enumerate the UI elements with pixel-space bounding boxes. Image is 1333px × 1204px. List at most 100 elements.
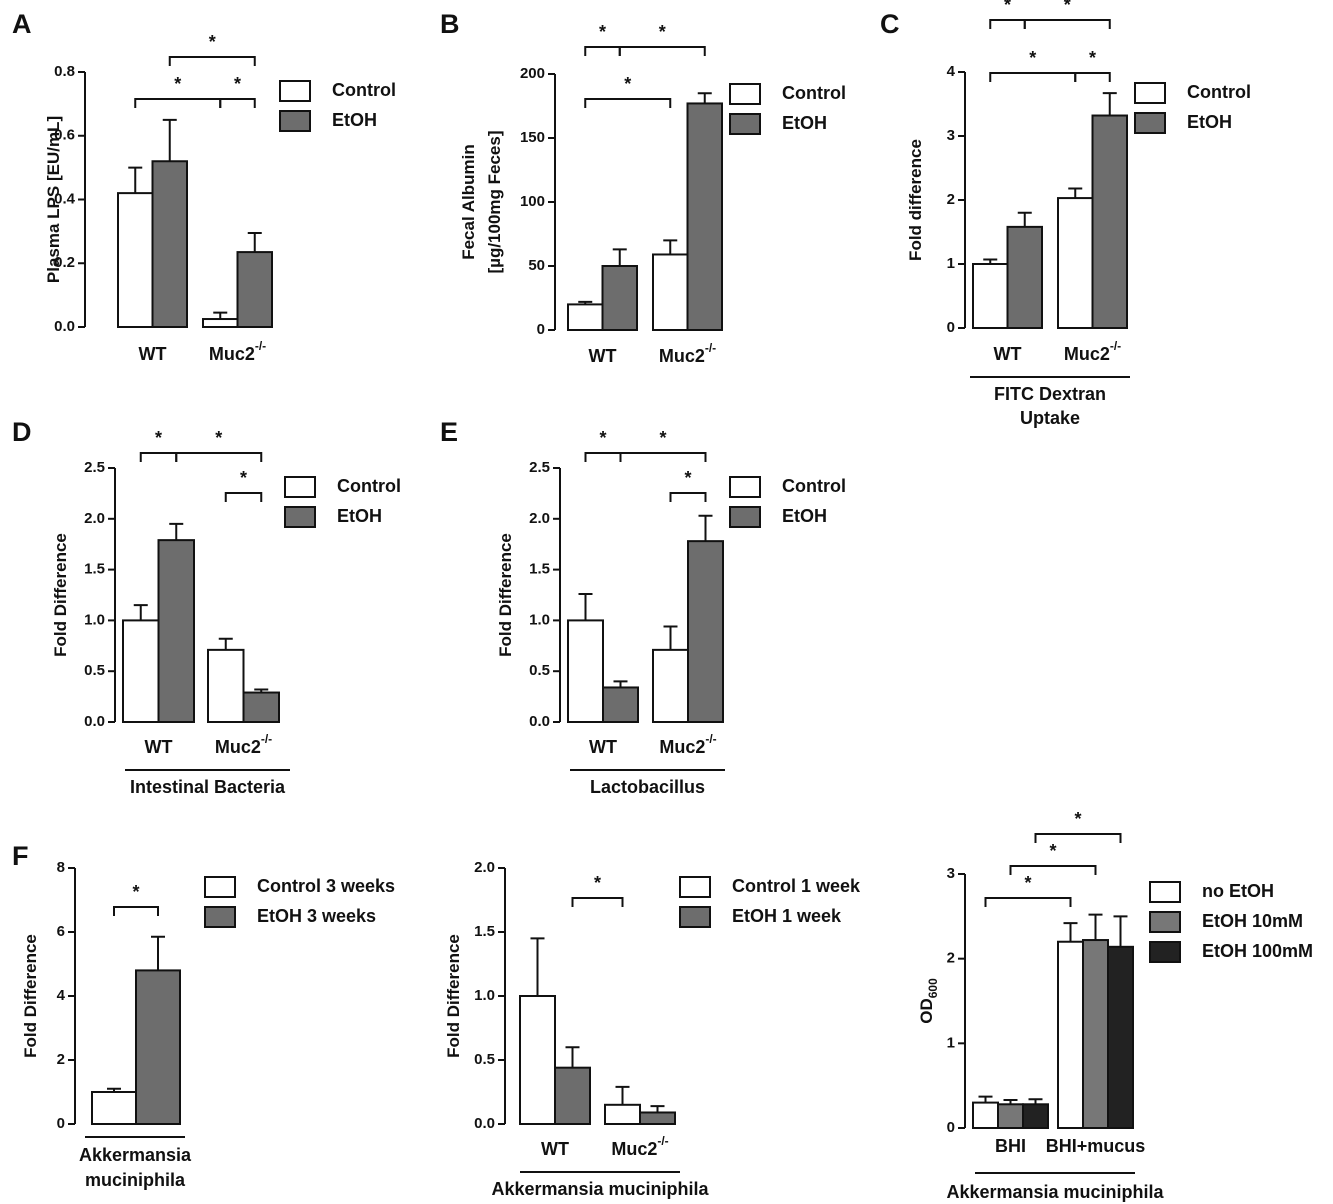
bar [242,691,280,724]
error-bar [1063,922,1078,942]
bar [236,251,273,328]
legend-swatch [284,506,316,528]
error-bar [162,118,177,162]
significance-bracket [989,19,1026,29]
bar [652,253,689,331]
error-bar [247,231,262,253]
significance-bracket [618,46,706,56]
y-tick-label: 1.0 [84,611,105,628]
bar [602,686,639,723]
significance-label: * [659,22,666,42]
group-label: FITC Dextran [994,384,1106,404]
group-label: Uptake [1020,408,1080,428]
significance-bracket [139,452,178,462]
error-bar [1017,211,1032,227]
significance-bracket [571,897,624,907]
x-tick-label-sup: -/- [705,341,716,355]
y-axis-label-text: Fold difference [906,139,925,261]
group-label: Akkermansia [79,1145,192,1165]
significance-bracket [584,46,621,56]
x-tick-label: BHI+mucus [1046,1136,1146,1156]
x-tick-label: WT [139,344,167,364]
error-bar [169,522,184,541]
y-axis-label: [µg/100mg Feces] [485,130,504,273]
y-tick-label: 100 [520,193,545,210]
y-tick-label: 0.6 [54,127,75,144]
significance-label: * [659,428,666,448]
significance-bracket [584,98,672,108]
legend-swatch [204,876,236,898]
y-tick-label: 0.5 [529,662,550,679]
significance-bracket [989,72,1077,82]
significance-bracket [219,98,256,108]
legend-swatch [279,80,311,102]
significance-label: * [174,74,181,94]
legend-swatch [729,476,761,498]
error-bar [578,592,593,621]
significance-label: * [1004,0,1011,15]
x-tick-label: WT [994,344,1022,364]
bar [1022,1103,1049,1130]
x-tick-label-text: Muc2 [1064,344,1110,364]
panel-label: C [880,9,900,39]
y-tick-label: 6 [57,923,65,940]
legend-label: no EtOH [1202,881,1274,901]
x-tick-label-text: WT [589,737,617,757]
y-tick-label: 0.5 [84,662,105,679]
x-tick-label-text: Muc2 [611,1139,657,1159]
y-tick-label: 0.0 [84,713,105,730]
y-axis-label-text: Fold Difference [444,934,463,1058]
legend-swatch [1149,911,1181,933]
x-tick-label-text: Muc2 [659,737,705,757]
legend-swatch [284,476,316,498]
significance-label: * [1049,841,1056,861]
error-bar [697,92,712,104]
y-tick-label: 4 [57,987,66,1004]
legend-swatch [1134,112,1166,134]
legend-label: EtOH [337,506,382,526]
bar [1082,939,1109,1129]
bar [604,1103,641,1126]
x-tick-label: Muc2-/- [1064,339,1121,364]
group-label: muciniphila [85,1170,186,1190]
legend-label: EtOH [1187,112,1232,132]
y-tick-label: 2.5 [529,459,550,476]
error-bar [218,637,233,650]
significance-bracket [984,897,1072,907]
x-tick-label: WT [541,1139,569,1159]
error-bar [151,935,165,971]
x-tick-label: WT [589,346,617,366]
error-bar [663,625,678,650]
y-axis-label: Fold Difference [444,934,463,1058]
significance-label: * [1089,48,1096,68]
y-tick-label: 0.2 [54,254,75,271]
legend-swatch [1149,881,1181,903]
bar [1091,114,1128,329]
y-axis-label-text: Fecal Albumin [459,144,478,260]
bar [1057,940,1084,1129]
bar [135,969,181,1126]
error-bar [983,258,998,264]
significance-label: * [624,74,631,94]
error-bar [612,248,627,266]
significance-bracket [1023,19,1111,29]
x-tick-label-text: Muc2 [215,737,261,757]
y-axis-label: Fold difference [906,139,925,261]
bar [117,192,154,328]
y-tick-label: 1.5 [84,561,105,578]
bar [686,102,723,331]
y-tick-label: 2.0 [84,510,105,527]
y-axis-label: Plasma LPS [EU/mL] [44,116,63,283]
y-tick-label: 0 [947,1119,955,1136]
significance-bracket [175,452,263,462]
panel-label: E [440,417,458,447]
group-label: Akkermansia muciniphila [946,1182,1164,1202]
y-tick-label: 1.0 [529,611,550,628]
significance-label: * [209,32,216,52]
bar [652,648,689,724]
significance-bracket [134,98,222,108]
error-bar [1028,1098,1043,1105]
y-axis-label-sub: 600 [926,978,940,998]
significance-label: * [1064,0,1071,15]
